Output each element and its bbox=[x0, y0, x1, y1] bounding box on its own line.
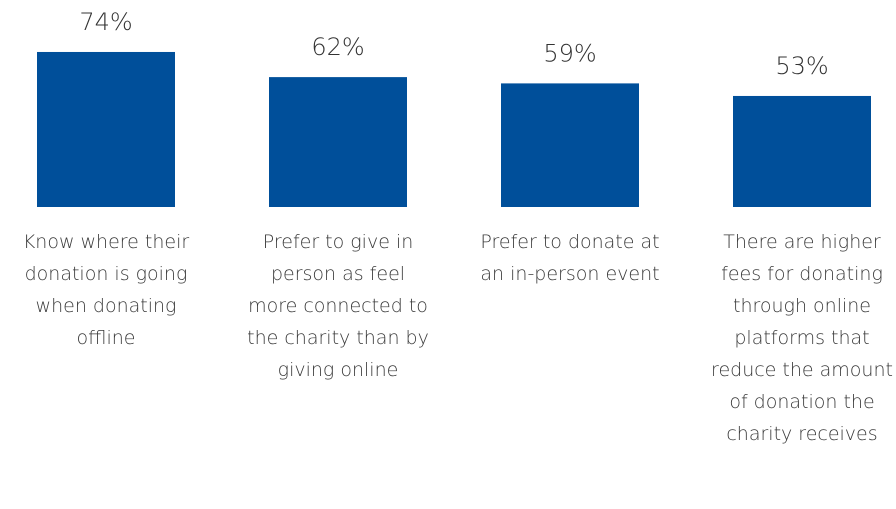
bar bbox=[269, 77, 407, 207]
category-label: Know where their donation is going when … bbox=[22, 231, 190, 349]
bar bbox=[733, 95, 871, 207]
value-label: 53% bbox=[775, 52, 828, 80]
value-label: 59% bbox=[543, 39, 596, 67]
value-label: 62% bbox=[311, 33, 364, 61]
value-label: 74% bbox=[79, 8, 132, 36]
bar bbox=[501, 83, 639, 207]
category-label: Prefer to give in person as feel more co… bbox=[247, 231, 429, 381]
category-label: Prefer to donate at an in-person event bbox=[480, 231, 660, 285]
category-label: There are higher fees for donating throu… bbox=[711, 231, 893, 445]
bar bbox=[37, 51, 175, 207]
